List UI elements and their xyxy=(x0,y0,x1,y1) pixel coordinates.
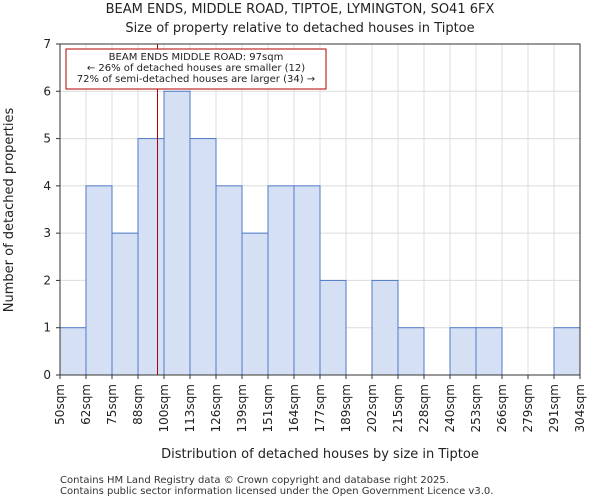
annotation-line-3: 72% of semi-detached houses are larger (… xyxy=(77,74,315,85)
bar-100sqm xyxy=(163,90,191,376)
x-tick-label: 279sqm xyxy=(521,384,535,432)
x-tick-label: 202sqm xyxy=(365,384,379,432)
y-tick-label: 4 xyxy=(43,179,51,193)
bar-151sqm xyxy=(267,185,295,376)
x-tick-label: 304sqm xyxy=(573,384,587,432)
x-tick-label: 189sqm xyxy=(339,384,353,432)
bar-75sqm xyxy=(111,232,139,376)
bar-253sqm xyxy=(475,327,503,376)
y-axis-ticks: 0 1 2 3 4 5 6 7 xyxy=(43,37,60,382)
x-tick-label: 215sqm xyxy=(391,384,405,432)
x-tick-label: 253sqm xyxy=(469,384,483,432)
y-tick-label: 0 xyxy=(43,368,51,382)
annotation-box: BEAM ENDS MIDDLE ROAD: 97sqm ← 26% of de… xyxy=(65,48,327,90)
footer-line-1: Contains HM Land Registry data © Crown c… xyxy=(60,475,449,486)
x-tick-label: 164sqm xyxy=(287,384,301,432)
bars xyxy=(59,90,581,376)
chart-title: BEAM ENDS, MIDDLE ROAD, TIPTOE, LYMINGTO… xyxy=(106,2,495,17)
bar-139sqm xyxy=(241,232,269,376)
annotation-line-2: ← 26% of detached houses are smaller (12… xyxy=(87,63,305,74)
x-tick-label: 75sqm xyxy=(105,384,119,425)
x-tick-label: 62sqm xyxy=(79,384,93,425)
y-tick-label: 7 xyxy=(43,37,51,51)
x-tick-label: 100sqm xyxy=(157,384,171,432)
x-tick-label: 228sqm xyxy=(417,384,431,432)
bar-50sqm xyxy=(59,327,87,376)
bar-240sqm xyxy=(449,327,477,376)
bar-202sqm xyxy=(371,279,399,376)
y-tick-label: 6 xyxy=(43,84,51,98)
bar-291sqm xyxy=(553,327,581,376)
x-tick-label: 240sqm xyxy=(443,384,457,432)
x-tick-label: 291sqm xyxy=(547,384,561,432)
bar-215sqm xyxy=(397,327,425,376)
x-tick-label: 139sqm xyxy=(235,384,249,432)
x-tick-label: 50sqm xyxy=(53,384,67,425)
y-tick-label: 2 xyxy=(43,273,51,287)
y-axis-label: Number of detached properties xyxy=(2,108,17,313)
x-axis-ticks: 50sqm 62sqm 75sqm 88sqm 100sqm 113sqm 126sqm 13… xyxy=(53,375,587,432)
bar-62sqm xyxy=(85,185,113,376)
chart-subtitle: Size of property relative to detached ho… xyxy=(125,21,474,36)
y-tick-label: 5 xyxy=(43,132,51,146)
footer-line-2: Contains public sector information licen… xyxy=(60,486,493,497)
y-tick-label: 1 xyxy=(43,321,51,335)
x-tick-label: 126sqm xyxy=(209,384,223,432)
bar-88sqm xyxy=(137,138,165,376)
bar-126sqm xyxy=(215,185,243,376)
bar-177sqm xyxy=(319,279,347,376)
annotation-line-1: BEAM ENDS MIDDLE ROAD: 97sqm xyxy=(109,52,284,63)
y-tick-label: 3 xyxy=(43,226,51,240)
x-axis-label: Distribution of detached houses by size … xyxy=(161,447,479,462)
bar-164sqm xyxy=(293,185,321,376)
x-tick-label: 151sqm xyxy=(261,384,275,432)
bar-113sqm xyxy=(189,138,217,376)
x-tick-label: 113sqm xyxy=(183,384,197,432)
x-tick-label: 177sqm xyxy=(313,384,327,432)
x-tick-label: 88sqm xyxy=(131,384,145,425)
x-tick-label: 266sqm xyxy=(495,384,509,432)
